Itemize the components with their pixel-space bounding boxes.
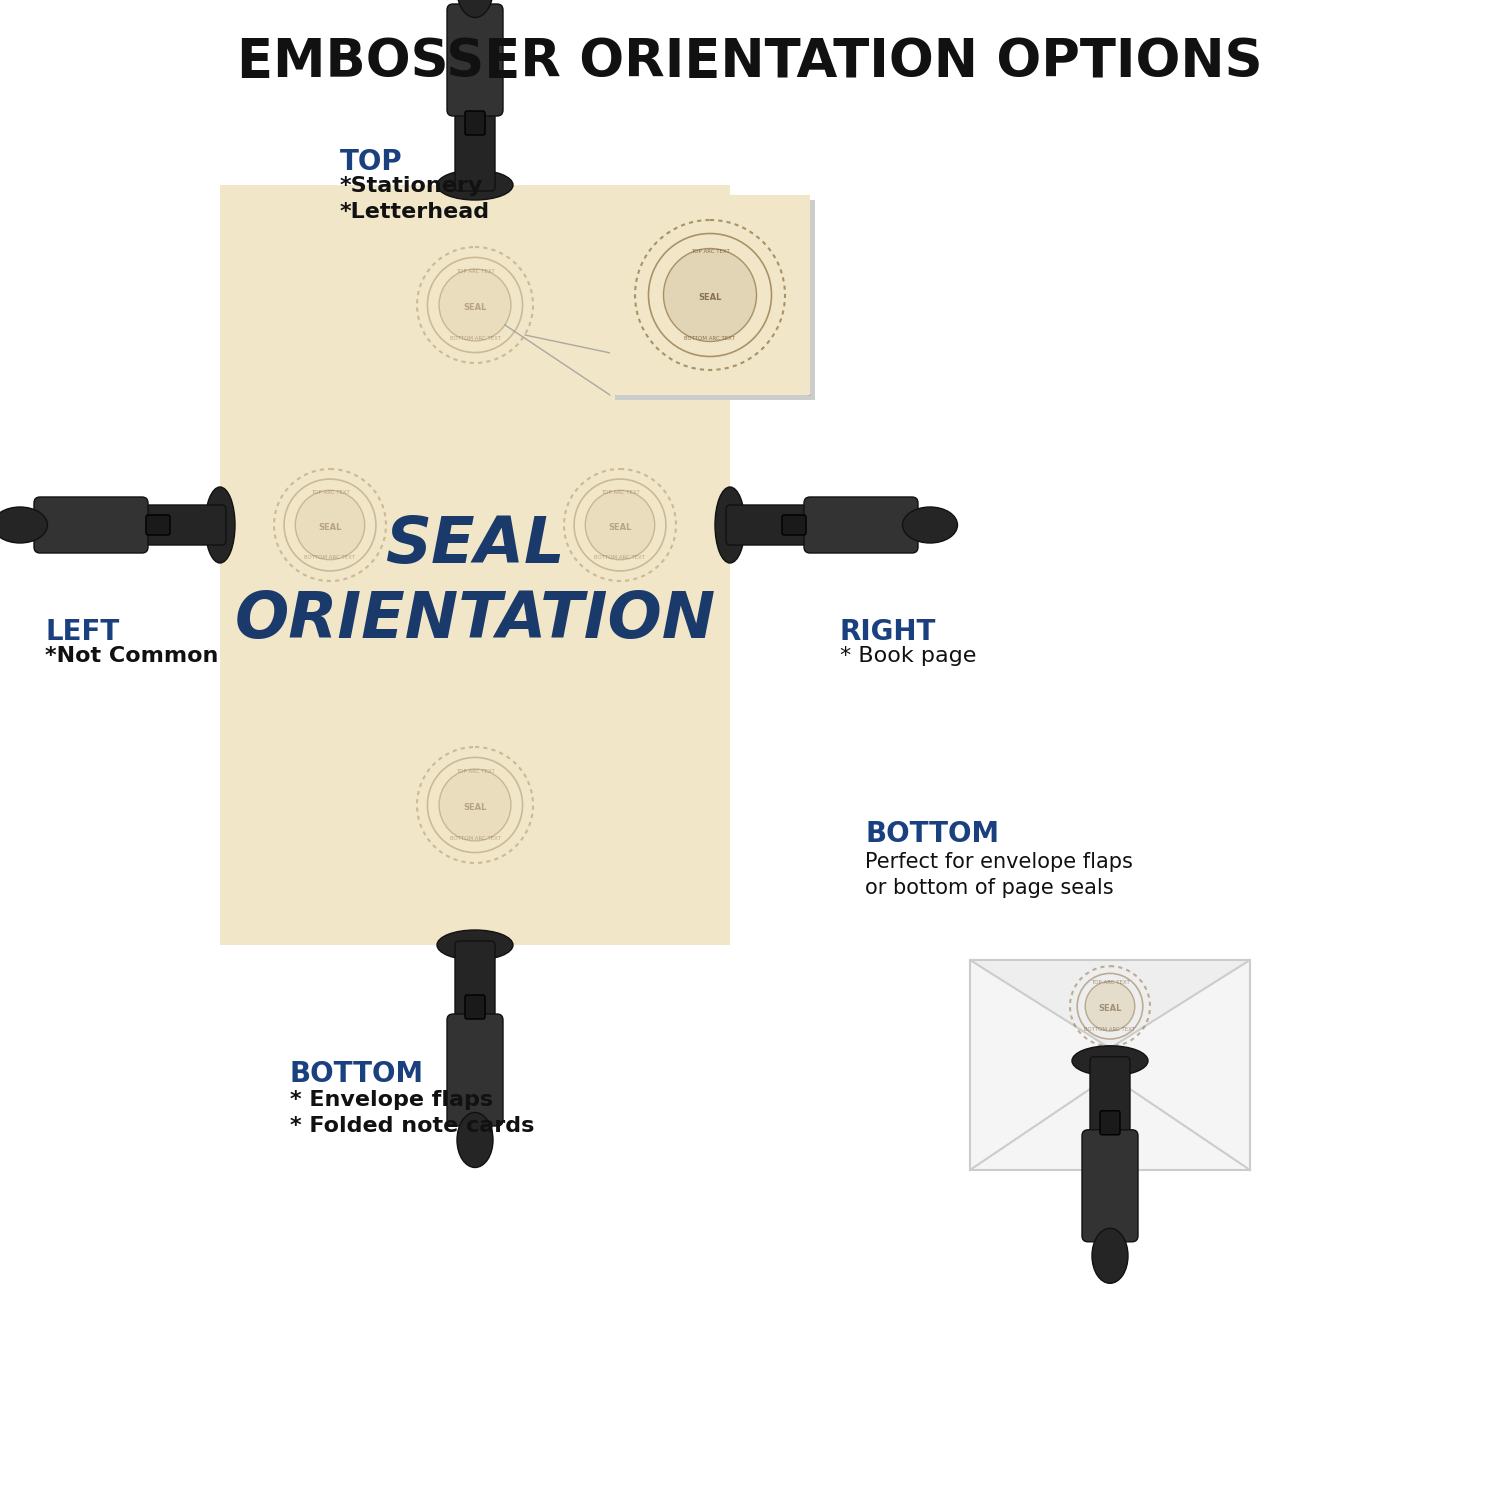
FancyBboxPatch shape bbox=[34, 496, 148, 554]
Ellipse shape bbox=[458, 1113, 494, 1167]
FancyBboxPatch shape bbox=[465, 994, 484, 1018]
Text: TOP: TOP bbox=[340, 148, 402, 176]
FancyBboxPatch shape bbox=[1082, 1130, 1138, 1242]
Text: *Letterhead: *Letterhead bbox=[340, 202, 490, 222]
Text: Perfect for envelope flaps: Perfect for envelope flaps bbox=[865, 852, 1132, 871]
Text: SEAL: SEAL bbox=[609, 522, 631, 531]
Text: TOP ARC TEXT: TOP ARC TEXT bbox=[1090, 981, 1130, 986]
Circle shape bbox=[663, 249, 756, 342]
Text: SEAL: SEAL bbox=[699, 292, 721, 302]
Text: TOP ARC TEXT: TOP ARC TEXT bbox=[690, 249, 729, 254]
Ellipse shape bbox=[1072, 1046, 1148, 1076]
Bar bbox=[610, 195, 810, 394]
Text: TOP ARC TEXT: TOP ARC TEXT bbox=[600, 490, 639, 495]
FancyBboxPatch shape bbox=[134, 506, 226, 544]
FancyBboxPatch shape bbox=[146, 514, 170, 535]
Text: BOTTOM: BOTTOM bbox=[865, 821, 999, 848]
Text: BOTTOM ARC TEXT: BOTTOM ARC TEXT bbox=[304, 555, 355, 560]
Circle shape bbox=[440, 268, 512, 340]
FancyBboxPatch shape bbox=[454, 940, 495, 1030]
Ellipse shape bbox=[436, 170, 513, 200]
FancyBboxPatch shape bbox=[1100, 1112, 1120, 1136]
Text: SEAL: SEAL bbox=[1098, 1004, 1122, 1013]
Circle shape bbox=[1084, 981, 1136, 1030]
Ellipse shape bbox=[206, 488, 236, 562]
Text: or bottom of page seals: or bottom of page seals bbox=[865, 878, 1113, 898]
Text: RIGHT: RIGHT bbox=[840, 618, 936, 646]
Circle shape bbox=[440, 770, 512, 842]
FancyBboxPatch shape bbox=[1090, 1058, 1130, 1148]
Text: BOTTOM ARC TEXT: BOTTOM ARC TEXT bbox=[1084, 1028, 1136, 1032]
Text: BOTTOM ARC TEXT: BOTTOM ARC TEXT bbox=[450, 336, 501, 340]
Text: SEAL: SEAL bbox=[386, 514, 566, 576]
FancyBboxPatch shape bbox=[782, 514, 806, 535]
Text: *Stationery: *Stationery bbox=[340, 176, 483, 196]
Text: BOTTOM ARC TEXT: BOTTOM ARC TEXT bbox=[594, 555, 645, 560]
Circle shape bbox=[296, 490, 364, 560]
Text: ORIENTATION: ORIENTATION bbox=[234, 590, 716, 651]
Text: TOP ARC TEXT: TOP ARC TEXT bbox=[310, 490, 350, 495]
Ellipse shape bbox=[0, 507, 48, 543]
Text: SEAL: SEAL bbox=[464, 303, 486, 312]
Text: BOTTOM: BOTTOM bbox=[290, 1060, 424, 1088]
Ellipse shape bbox=[903, 507, 957, 543]
Text: BOTTOM ARC TEXT: BOTTOM ARC TEXT bbox=[450, 836, 501, 842]
Text: *Not Common: *Not Common bbox=[45, 646, 219, 666]
FancyBboxPatch shape bbox=[454, 100, 495, 190]
FancyBboxPatch shape bbox=[804, 496, 918, 554]
Text: SEAL: SEAL bbox=[318, 522, 342, 531]
Circle shape bbox=[585, 490, 654, 560]
Ellipse shape bbox=[716, 488, 746, 562]
Text: * Book page: * Book page bbox=[840, 646, 976, 666]
Text: EMBOSSER ORIENTATION OPTIONS: EMBOSSER ORIENTATION OPTIONS bbox=[237, 36, 1263, 88]
Text: TOP ARC TEXT: TOP ARC TEXT bbox=[456, 268, 495, 274]
Text: SEAL: SEAL bbox=[464, 802, 486, 812]
FancyBboxPatch shape bbox=[465, 111, 484, 135]
Ellipse shape bbox=[436, 930, 513, 960]
Text: * Envelope flaps: * Envelope flaps bbox=[290, 1090, 494, 1110]
Text: LEFT: LEFT bbox=[45, 618, 120, 646]
Bar bbox=[615, 200, 815, 400]
Ellipse shape bbox=[1092, 1228, 1128, 1284]
Text: * Folded note cards: * Folded note cards bbox=[290, 1116, 534, 1136]
Text: TOP ARC TEXT: TOP ARC TEXT bbox=[456, 770, 495, 774]
Bar bbox=[970, 960, 1250, 1170]
Text: BOTTOM ARC TEXT: BOTTOM ARC TEXT bbox=[684, 336, 735, 340]
FancyBboxPatch shape bbox=[447, 1014, 503, 1126]
Ellipse shape bbox=[458, 0, 494, 18]
Bar bbox=[220, 184, 730, 945]
Polygon shape bbox=[970, 960, 1250, 1048]
FancyBboxPatch shape bbox=[726, 506, 818, 544]
FancyBboxPatch shape bbox=[447, 4, 503, 116]
